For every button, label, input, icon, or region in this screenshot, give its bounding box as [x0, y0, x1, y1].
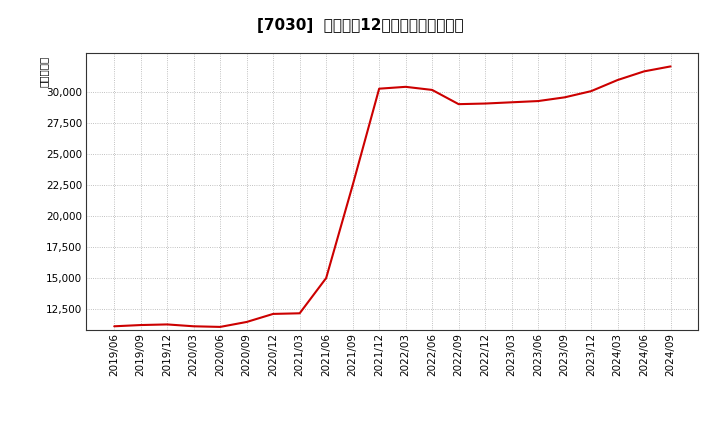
- Text: [7030]  売上高の12か月移動合計の推移: [7030] 売上高の12か月移動合計の推移: [257, 18, 463, 33]
- Text: （百万円）: （百万円）: [39, 55, 48, 87]
